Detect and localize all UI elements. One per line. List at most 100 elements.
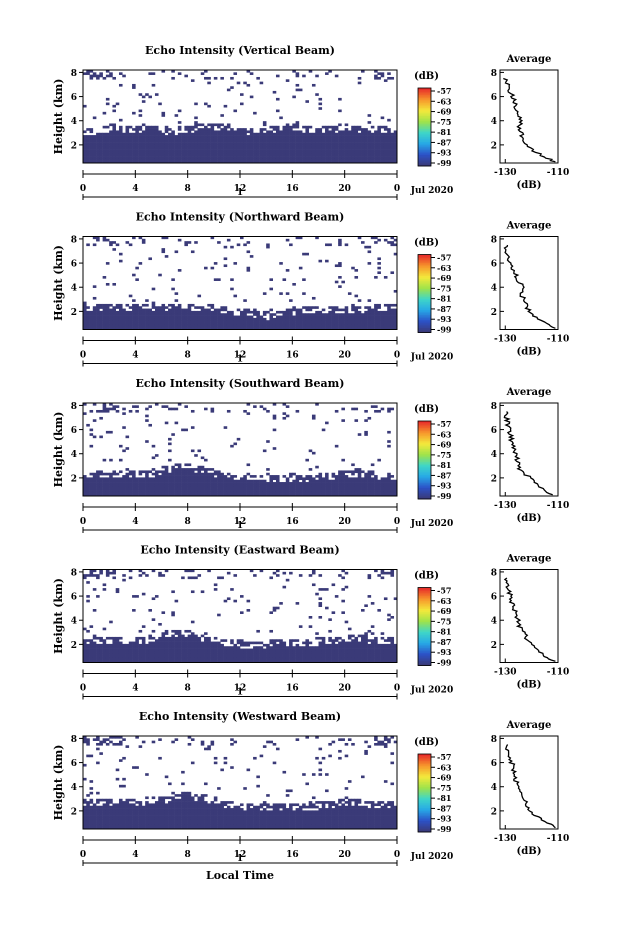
echo-cell (154, 317, 159, 321)
echo-cell (168, 317, 172, 321)
echo-cell (194, 653, 198, 656)
echo-cell (194, 655, 198, 659)
echo-cell (194, 137, 198, 141)
echo-cell (207, 641, 211, 645)
echo-cell (318, 128, 323, 131)
echo-cell (109, 123, 113, 127)
echo-cell (105, 125, 110, 129)
echo-cell (341, 475, 345, 478)
colorbar-tick-label: -57 (437, 253, 451, 263)
echo-cell (357, 477, 362, 481)
echo-cell (256, 76, 260, 80)
echo-cell (83, 653, 87, 656)
echo-cell (377, 151, 381, 155)
echo-cell (318, 160, 323, 164)
echo-cell (390, 144, 395, 148)
echo-cell (207, 303, 211, 307)
echo-cell (377, 144, 381, 148)
echo-cell (338, 153, 342, 157)
echo-cell (272, 125, 277, 129)
echo-cell (102, 405, 107, 408)
echo-cell (204, 142, 208, 145)
echo-cell (380, 116, 385, 120)
echo-cell (161, 158, 166, 161)
echo-cell (331, 489, 336, 492)
echo-cell (364, 306, 368, 309)
echo-cell (141, 650, 146, 654)
echo-cell (197, 158, 202, 161)
echo-cell (380, 489, 385, 492)
echo-cell (374, 306, 378, 309)
echo-cell (128, 657, 133, 661)
echo-cell (141, 489, 146, 492)
echo-cell (217, 653, 221, 656)
echo-cell (334, 280, 339, 284)
echo-cell (367, 262, 372, 265)
echo-cell (213, 130, 218, 134)
echo-cell (269, 139, 274, 143)
echo-cell (357, 299, 362, 302)
echo-cell (161, 137, 166, 141)
colorbar-segment (418, 468, 431, 471)
echo-cell (217, 139, 221, 143)
echo-cell (132, 641, 136, 645)
echo-cell (210, 493, 215, 497)
echo-cell (275, 158, 280, 161)
colorbar-segment (418, 269, 431, 272)
echo-cell (266, 482, 270, 485)
echo-cell (243, 409, 247, 413)
echo-cell (341, 158, 345, 161)
echo-cell (311, 132, 316, 136)
echo-cell (269, 486, 274, 490)
echo-cell (367, 137, 372, 141)
echo-cell (141, 153, 146, 157)
echo-cell (338, 322, 342, 326)
average-x-label: (dB) (517, 347, 542, 358)
echo-cell (246, 650, 251, 654)
echo-cell (341, 484, 345, 488)
echo-cell (233, 574, 238, 577)
echo-cell (200, 484, 205, 488)
echo-cell (354, 646, 359, 649)
average-y-tick-label: 2 (491, 141, 497, 151)
echo-cell (243, 475, 247, 478)
echo-cell (89, 641, 94, 645)
echo-cell (380, 479, 385, 483)
echo-cell (331, 149, 336, 152)
echo-cell (282, 643, 287, 647)
echo-cell (308, 70, 313, 73)
echo-cell (171, 146, 175, 150)
echo-cell (285, 153, 290, 157)
echo-cell (226, 144, 231, 148)
echo-cell (105, 493, 110, 497)
echo-cell (230, 144, 234, 148)
echo-cell (145, 407, 149, 411)
echo-cell (207, 657, 211, 661)
echo-cell (128, 648, 133, 652)
echo-cell (233, 479, 238, 483)
echo-cell (190, 475, 195, 478)
echo-cell (285, 317, 290, 321)
echo-cell (279, 484, 283, 488)
echo-cell (357, 655, 362, 659)
echo-cell (161, 149, 166, 152)
echo-cell (197, 153, 202, 157)
echo-cell (374, 489, 378, 492)
echo-cell (158, 308, 162, 312)
echo-cell (230, 278, 234, 281)
echo-cell (109, 243, 113, 247)
echo-cell (190, 449, 195, 453)
echo-cell (374, 241, 378, 244)
echo-cell (115, 472, 120, 476)
echo-cell (269, 648, 274, 652)
echo-cell (364, 482, 368, 485)
echo-cell (187, 650, 192, 654)
colorbar-segment (418, 484, 431, 487)
echo-cell (230, 142, 234, 145)
average-y-tick-label: 4 (491, 450, 497, 460)
echo-cell (204, 648, 208, 652)
echo-cell (115, 160, 120, 164)
echo-cell (118, 142, 123, 145)
echo-cell (272, 137, 277, 141)
echo-cell (249, 310, 254, 314)
